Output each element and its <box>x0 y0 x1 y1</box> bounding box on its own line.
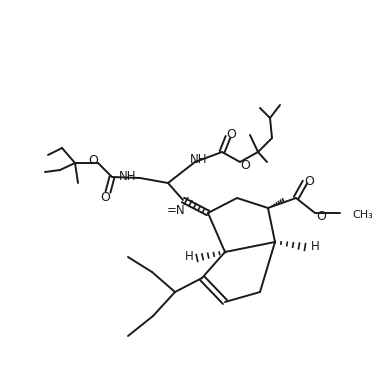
Text: O: O <box>240 159 250 172</box>
Text: H: H <box>311 239 319 252</box>
Text: O: O <box>88 153 98 166</box>
Text: =N: =N <box>167 203 185 217</box>
Text: O: O <box>100 190 110 203</box>
Text: CH₃: CH₃ <box>352 210 373 220</box>
Text: NH: NH <box>190 153 208 166</box>
Text: O: O <box>226 128 236 141</box>
Text: NH: NH <box>118 169 136 183</box>
Text: O: O <box>304 175 314 187</box>
Text: O: O <box>316 209 326 223</box>
Text: H: H <box>185 249 193 263</box>
